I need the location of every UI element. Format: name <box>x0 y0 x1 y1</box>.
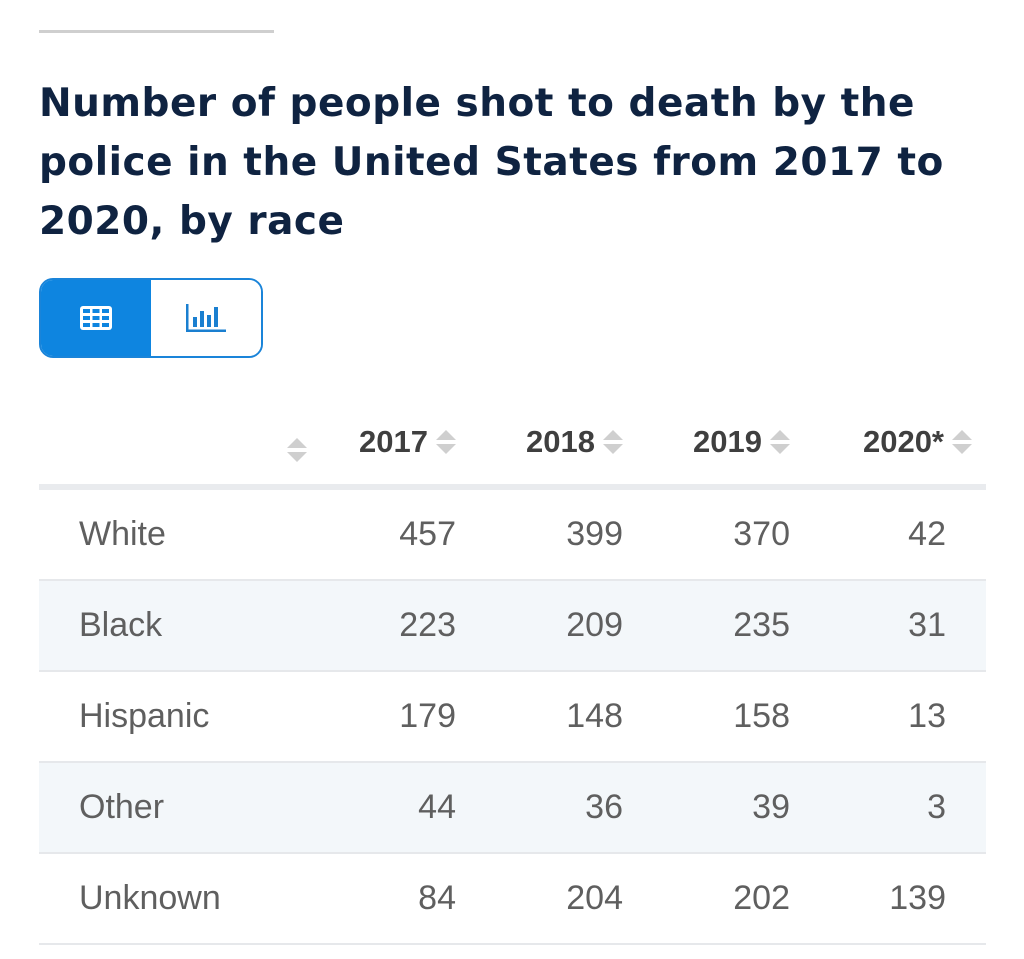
table-cell: 3 <box>790 762 986 854</box>
table-cell: 179 <box>307 671 456 763</box>
sort-icon[interactable] <box>952 430 972 454</box>
sort-icon[interactable] <box>603 430 623 454</box>
sort-icon[interactable] <box>436 430 456 454</box>
table-cell: 44 <box>307 762 456 854</box>
row-label: Black <box>39 580 307 672</box>
table-cell: 223 <box>307 580 456 672</box>
chart-title: Number of people shot to death by the po… <box>39 81 944 244</box>
bar-chart-icon <box>186 304 226 332</box>
data-table: 2017 2018 2019 2020* White 457 399 370 4… <box>39 400 986 945</box>
table-row: Unknown 84 204 202 139 <box>39 853 986 945</box>
table-cell: 139 <box>790 853 986 945</box>
table-row: Hispanic 179 148 158 13 <box>39 671 986 763</box>
table-cell: 31 <box>790 580 986 672</box>
chart-view-button[interactable] <box>151 280 261 356</box>
table-cell: 370 <box>623 487 790 581</box>
view-toggle <box>39 278 263 358</box>
row-label: White <box>39 487 307 581</box>
table-cell: 84 <box>307 853 456 945</box>
column-header-2018[interactable]: 2018 <box>456 400 623 490</box>
table-cell: 204 <box>456 853 623 945</box>
table-row: Black 223 209 235 31 <box>39 580 986 672</box>
divider-line <box>39 30 274 33</box>
table-cell: 36 <box>456 762 623 854</box>
sort-icon[interactable] <box>287 438 307 462</box>
table-cell: 202 <box>623 853 790 945</box>
column-header-2017[interactable]: 2017 <box>307 400 456 490</box>
row-label: Unknown <box>39 853 307 945</box>
column-header-2019[interactable]: 2019 <box>623 400 790 490</box>
table-view-button[interactable] <box>41 280 151 356</box>
row-label: Other <box>39 762 307 854</box>
table-cell: 42 <box>790 487 986 581</box>
column-header-2020[interactable]: 2020* <box>790 400 986 490</box>
row-label: Hispanic <box>39 671 307 763</box>
table-cell: 457 <box>307 487 456 581</box>
table-cell: 13 <box>790 671 986 763</box>
table-row: White 457 399 370 42 <box>39 487 986 581</box>
table-cell: 148 <box>456 671 623 763</box>
table-cell: 235 <box>623 580 790 672</box>
table-cell: 209 <box>456 580 623 672</box>
table-icon <box>80 306 112 330</box>
table-row: Other 44 36 39 3 <box>39 762 986 854</box>
table-cell: 158 <box>623 671 790 763</box>
sort-icon[interactable] <box>770 430 790 454</box>
table-cell: 39 <box>623 762 790 854</box>
column-header-label[interactable] <box>39 400 307 490</box>
table-cell: 399 <box>456 487 623 581</box>
header-row: 2017 2018 2019 2020* <box>39 400 986 490</box>
